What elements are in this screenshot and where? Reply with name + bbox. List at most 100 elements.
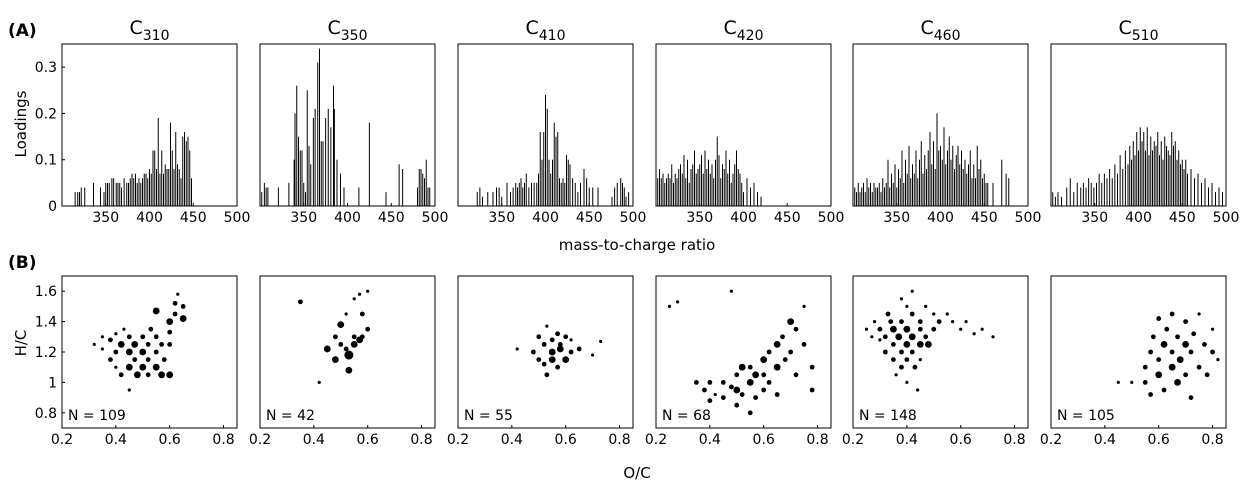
data-point <box>667 304 672 308</box>
data-point <box>959 327 963 331</box>
data-point <box>1148 349 1154 355</box>
data-point <box>359 311 365 317</box>
data-point <box>117 341 125 348</box>
n-count-label: N = 105 <box>1057 408 1115 424</box>
data-point <box>576 346 582 352</box>
data-point <box>747 410 753 416</box>
data-point <box>734 372 740 378</box>
data-point <box>739 392 745 397</box>
data-point <box>909 311 915 317</box>
data-point <box>132 357 138 362</box>
data-point <box>536 334 542 340</box>
data-point <box>702 387 707 393</box>
data-point <box>548 348 556 356</box>
loadings-panel-3: 350 400 450 500 C410 <box>457 17 646 226</box>
data-point <box>945 312 949 316</box>
data-point <box>1175 334 1180 340</box>
data-point <box>569 338 573 342</box>
y-tick-label: 0 <box>48 199 57 215</box>
x-tick-label: 500 <box>422 210 449 226</box>
data-point <box>890 342 896 347</box>
data-point <box>343 346 349 352</box>
data-point <box>707 398 713 404</box>
x-tick-label: 450 <box>1169 210 1196 226</box>
x-tick-label: 450 <box>180 210 207 226</box>
panel-title: C510 <box>1118 17 1158 44</box>
data-point <box>345 366 353 374</box>
panel-title-subscript: 460 <box>934 28 961 44</box>
x-tick-label: 500 <box>1015 210 1042 226</box>
data-point <box>890 357 896 362</box>
data-point <box>359 334 365 340</box>
data-point <box>761 387 767 393</box>
panel-title: C410 <box>525 17 565 44</box>
data-point <box>555 331 561 337</box>
data-point <box>904 357 910 362</box>
loadings-panel-1: 350 400 450 500 0 0.1 0.2 0.3 C310 <box>35 17 251 226</box>
x-tick-label: 0.6 <box>753 432 775 448</box>
data-point <box>125 348 133 356</box>
data-point <box>787 318 795 325</box>
data-point <box>738 363 746 371</box>
data-point <box>555 364 561 370</box>
plot-frame <box>457 275 634 429</box>
data-point <box>323 345 331 353</box>
data-point <box>1130 380 1134 384</box>
y-tick-label: 0.1 <box>35 153 57 169</box>
data-point <box>964 320 968 324</box>
data-point <box>148 326 154 332</box>
x-tick-label: 450 <box>971 210 998 226</box>
y-tick-label: 0.8 <box>35 406 57 422</box>
data-point <box>809 387 815 393</box>
data-point <box>782 357 788 362</box>
data-point <box>139 363 147 371</box>
y-tick-label: 1.2 <box>35 345 57 361</box>
panel-title-subscript: 310 <box>143 28 170 44</box>
x-tick-label: 0.8 <box>806 432 828 448</box>
van-krevelen-panel-2: 0.2 0.4 0.6 0.8 N = 42 <box>249 275 436 448</box>
plot-frame <box>852 275 1029 429</box>
data-point <box>140 334 146 340</box>
data-point <box>1210 349 1215 355</box>
data-point <box>113 349 119 355</box>
x-tick-label: 400 <box>334 210 361 226</box>
data-point <box>172 311 178 317</box>
data-point <box>746 379 754 386</box>
data-point <box>1202 342 1207 347</box>
data-point <box>152 363 160 371</box>
x-tick-label: 350 <box>290 210 317 226</box>
data-point <box>159 342 165 347</box>
x-tick-label: 0.2 <box>1040 432 1062 448</box>
data-point <box>1156 316 1162 321</box>
panel-title-subscript: 510 <box>1132 28 1159 44</box>
x-tick-label: 450 <box>576 210 603 226</box>
data-point <box>728 384 734 390</box>
data-point <box>153 334 159 340</box>
data-point <box>1156 357 1162 362</box>
data-point <box>888 319 894 324</box>
data-point <box>92 342 96 346</box>
data-point <box>1176 356 1184 363</box>
data-point <box>167 329 173 335</box>
data-point <box>152 307 160 315</box>
data-point <box>562 356 570 363</box>
loadings-panel-4: 350 400 450 500 C420 <box>655 17 844 226</box>
data-point <box>916 388 920 392</box>
data-point <box>1216 358 1220 362</box>
data-point <box>877 326 883 332</box>
data-point <box>125 363 133 371</box>
panel-title: C420 <box>723 17 763 44</box>
data-point <box>924 304 928 308</box>
data-point <box>145 342 151 347</box>
plot-frame <box>655 275 832 429</box>
data-point <box>793 372 799 378</box>
data-point <box>118 372 124 378</box>
loadings-panel-5: 350 400 450 500 C460 <box>852 17 1042 226</box>
data-point <box>166 371 174 379</box>
data-point <box>734 402 740 408</box>
data-point <box>924 341 932 348</box>
data-point <box>903 341 911 348</box>
data-point <box>936 319 942 324</box>
loadings-panel-2: 350 400 450 500 C350 <box>259 17 449 226</box>
data-point <box>1148 392 1154 397</box>
